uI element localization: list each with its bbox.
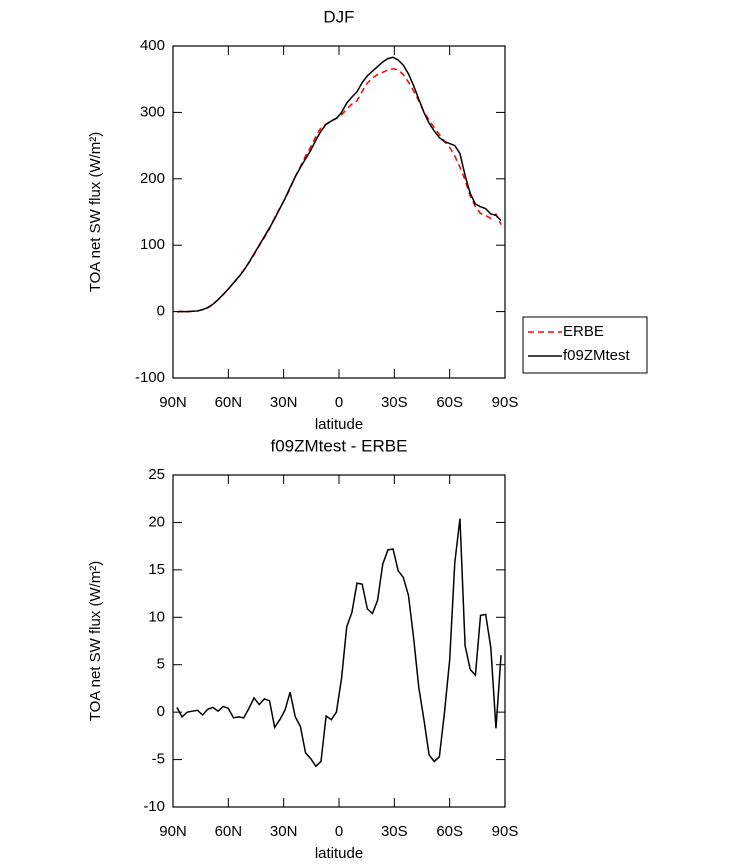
legend-box [522,316,648,374]
y-tick-label: 25 [148,466,165,483]
plot-frame [172,474,506,808]
x-tick-label: 90N [159,823,187,840]
y-tick-label: 100 [140,236,165,253]
y-axis-label: TOA net SW flux (W/m²) [87,132,104,293]
y-tick-label: -5 [152,751,165,768]
legend-label: f09ZMtest [563,347,631,364]
y-tick-label: -10 [143,798,165,815]
data-line [176,67,502,313]
legend-label: ERBE [563,323,604,340]
chart-title: DJF [323,7,354,26]
x-tick-label: 30N [270,823,298,840]
x-axis-label: latitude [315,416,363,433]
x-tick-label: 90S [492,394,519,411]
x-tick-label: 60S [436,394,463,411]
chart-title: f09ZMtest - ERBE [271,436,408,455]
data-line [176,518,502,768]
x-tick-label: 90N [159,394,187,411]
y-tick-label: 300 [140,103,165,120]
x-tick-label: 90S [492,823,519,840]
x-tick-label: 30N [270,394,298,411]
x-axis-label: latitude [315,845,363,862]
y-tick-label: -100 [135,369,165,386]
y-tick-label: 0 [157,303,165,320]
y-tick-label: 5 [157,656,165,673]
y-tick-label: 20 [148,513,165,530]
data-line [176,56,502,313]
y-tick-label: 15 [148,561,165,578]
y-tick-label: 0 [157,703,165,720]
x-tick-label: 0 [335,823,343,840]
y-tick-label: 400 [140,37,165,54]
x-tick-label: 0 [335,394,343,411]
y-tick-label: 200 [140,170,165,187]
plot-frame [172,45,506,379]
x-tick-label: 30S [381,823,408,840]
x-tick-label: 60S [436,823,463,840]
x-tick-label: 30S [381,394,408,411]
x-tick-label: 60N [215,394,243,411]
y-axis-label: TOA net SW flux (W/m²) [87,561,104,722]
y-tick-label: 10 [148,608,165,625]
x-tick-label: 60N [215,823,243,840]
